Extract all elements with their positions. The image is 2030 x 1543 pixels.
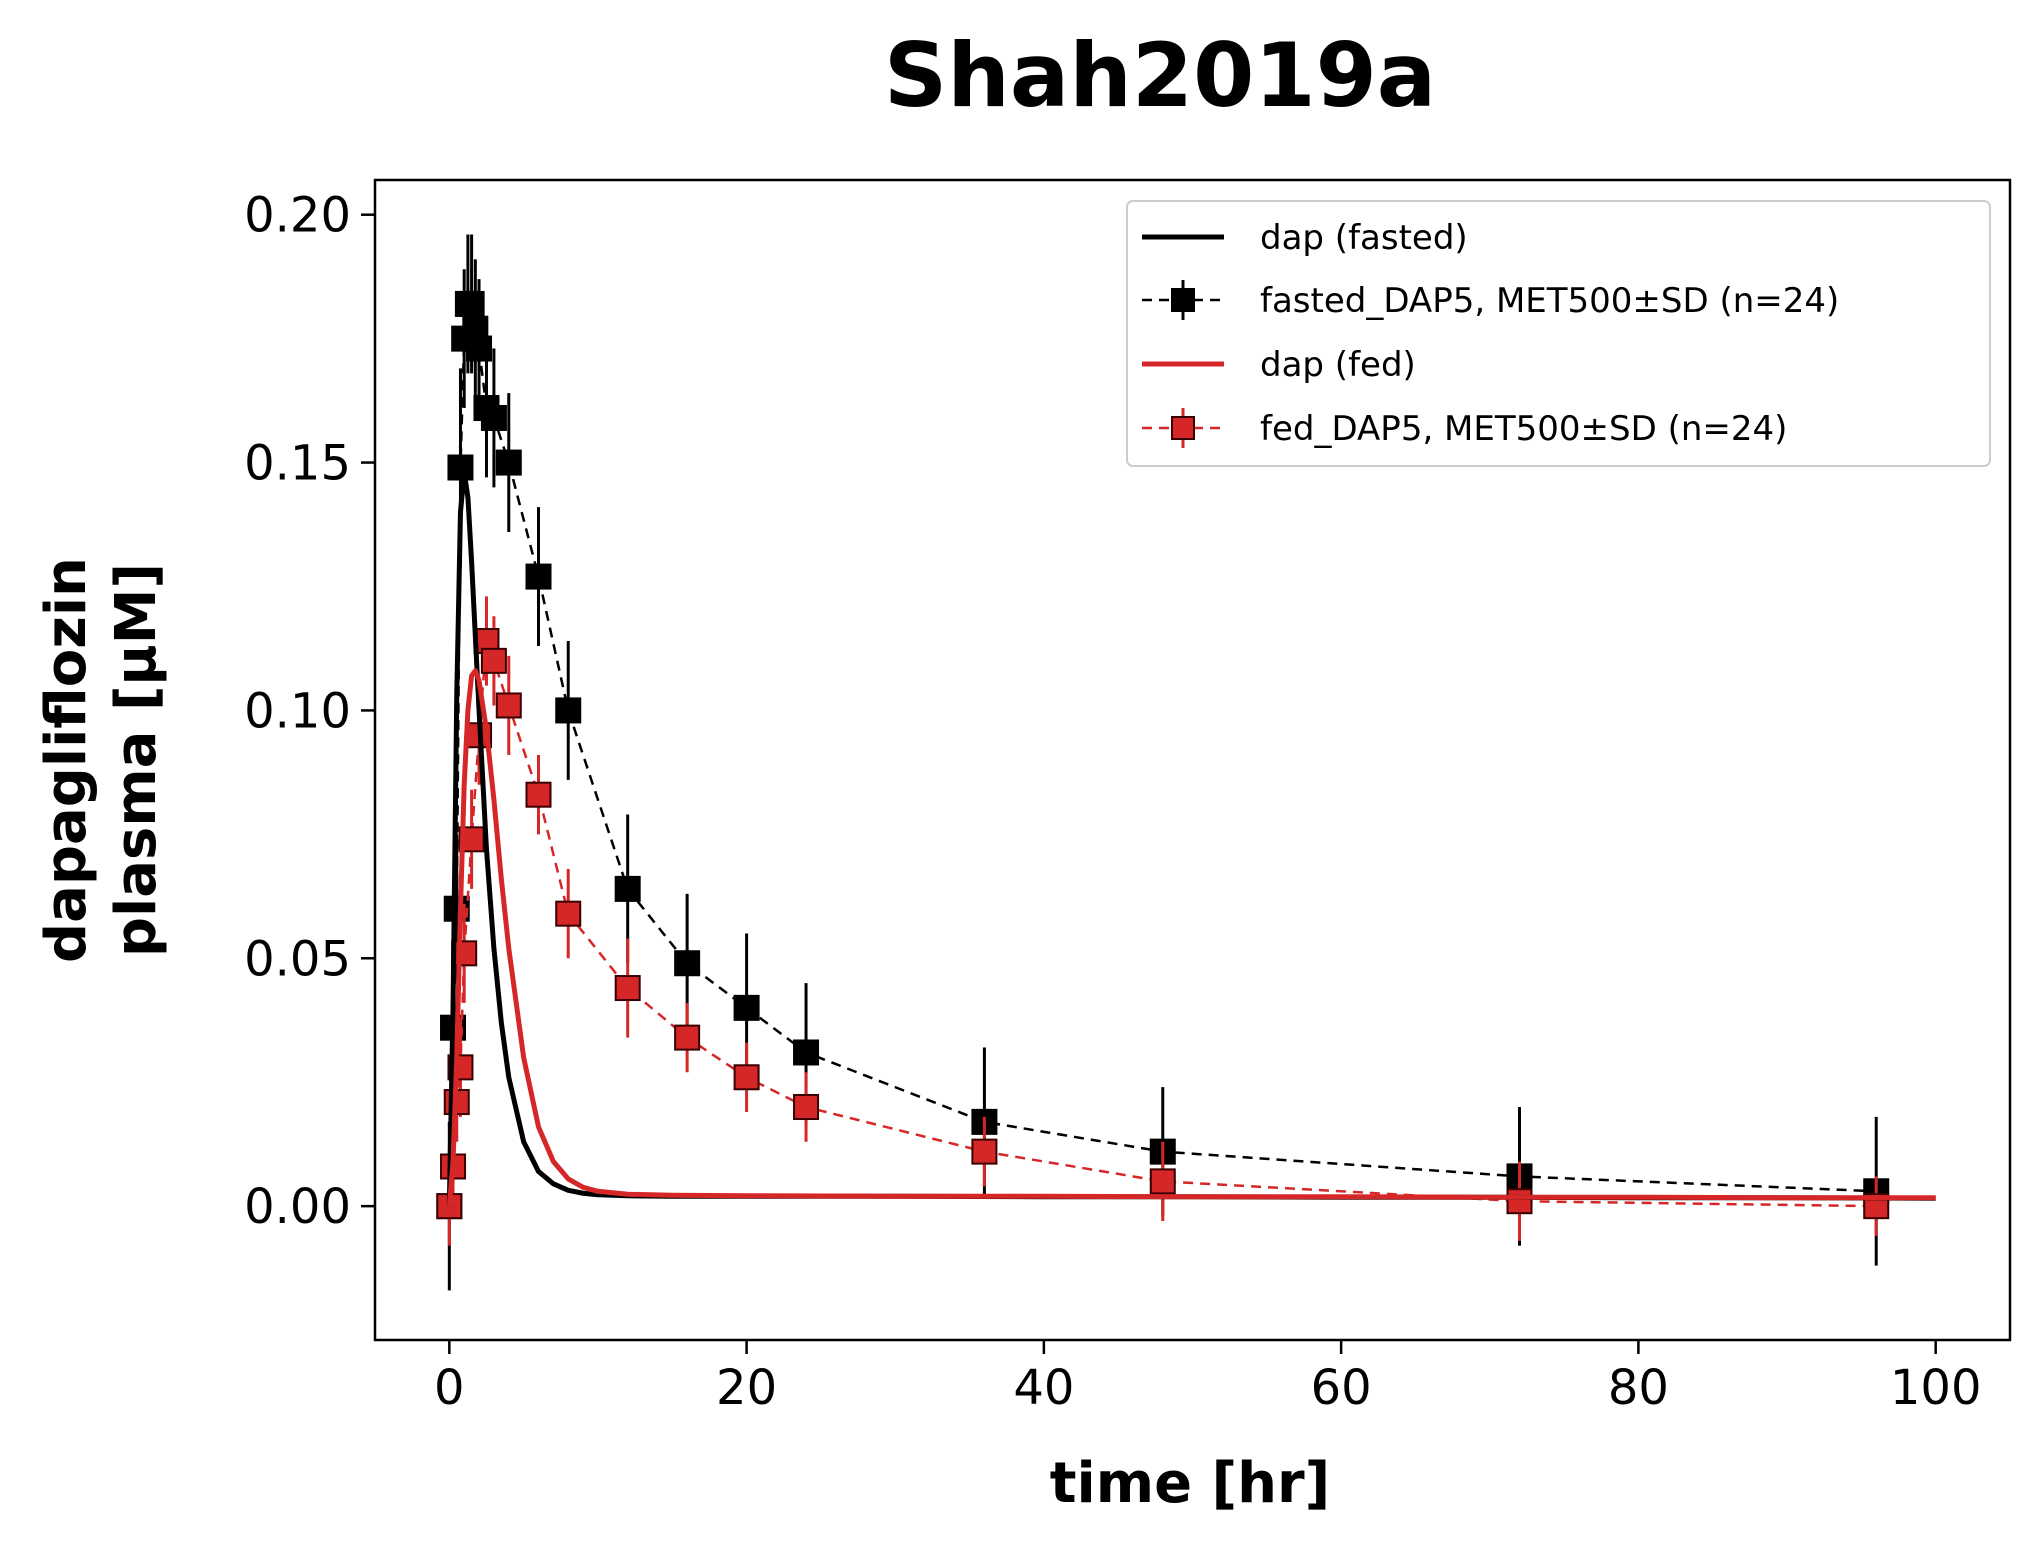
data-point-marker bbox=[793, 1039, 820, 1066]
y-axis-label-line2: plasma [μM] bbox=[104, 563, 169, 957]
data-point-marker bbox=[458, 290, 485, 317]
y-axis: 0.00 0.05 0.10 0.15 0.20 bbox=[244, 188, 375, 1235]
x-tick-label: 60 bbox=[1311, 1360, 1372, 1416]
data-point-marker bbox=[1506, 1188, 1533, 1215]
data-connector-line bbox=[448, 302, 1877, 1207]
data-point-marker bbox=[733, 994, 760, 1021]
legend-label-dap-fasted: dap (fasted) bbox=[1260, 218, 1468, 258]
data-point-marker bbox=[614, 975, 641, 1002]
data-point-marker bbox=[480, 404, 507, 431]
y-tick-label: 0.15 bbox=[244, 436, 351, 492]
simulation-line bbox=[446, 668, 1936, 1207]
legend-box bbox=[1126, 200, 1991, 467]
y-tick-label: 0.20 bbox=[244, 188, 351, 244]
data-point-marker bbox=[1149, 1168, 1176, 1195]
data-point-marker bbox=[674, 950, 701, 977]
y-tick-label: 0.00 bbox=[244, 1179, 351, 1235]
legend-label-fed-data: fed_DAP5, MET500±SD (n=24) bbox=[1260, 409, 1787, 449]
series-layer bbox=[436, 234, 1936, 1291]
series-3 bbox=[436, 596, 1890, 1246]
data-point-marker bbox=[555, 697, 582, 724]
data-point-marker bbox=[674, 1024, 701, 1051]
chart-title: Shah2019a bbox=[884, 24, 1436, 127]
series-2 bbox=[446, 668, 1936, 1207]
data-point-marker bbox=[495, 449, 522, 476]
data-point-marker bbox=[525, 563, 552, 590]
legend: dap (fasted) fasted_DAP5, MET500±SD (n=2… bbox=[1126, 200, 1991, 467]
data-point-marker bbox=[971, 1138, 998, 1165]
x-tick-label: 80 bbox=[1608, 1360, 1669, 1416]
legend-swatch-fasted-data-marker bbox=[1171, 288, 1195, 312]
data-point-marker bbox=[555, 900, 582, 927]
y-axis-label-line1: dapagliflozin bbox=[34, 557, 99, 963]
data-point-marker bbox=[733, 1064, 760, 1091]
data-point-marker bbox=[495, 692, 522, 719]
legend-swatch-fed-data-marker bbox=[1171, 416, 1195, 440]
y-tick-label: 0.05 bbox=[244, 931, 351, 987]
x-axis-label: time [hr] bbox=[1050, 1451, 1330, 1516]
data-point-marker bbox=[525, 781, 552, 808]
legend-label-dap-fed: dap (fed) bbox=[1260, 345, 1416, 385]
data-point-marker bbox=[480, 647, 507, 674]
data-point-marker bbox=[793, 1094, 820, 1121]
x-axis: 0 20 40 60 80 100 bbox=[434, 1340, 1981, 1416]
x-tick-label: 0 bbox=[434, 1360, 465, 1416]
y-tick-label: 0.10 bbox=[244, 683, 351, 739]
data-point-marker bbox=[447, 454, 474, 481]
data-point-marker bbox=[614, 875, 641, 902]
x-tick-label: 20 bbox=[716, 1360, 777, 1416]
data-point-marker bbox=[466, 335, 493, 362]
x-tick-label: 100 bbox=[1890, 1360, 1982, 1416]
x-tick-label: 40 bbox=[1013, 1360, 1074, 1416]
legend-label-fasted-data: fasted_DAP5, MET500±SD (n=24) bbox=[1260, 281, 1839, 321]
